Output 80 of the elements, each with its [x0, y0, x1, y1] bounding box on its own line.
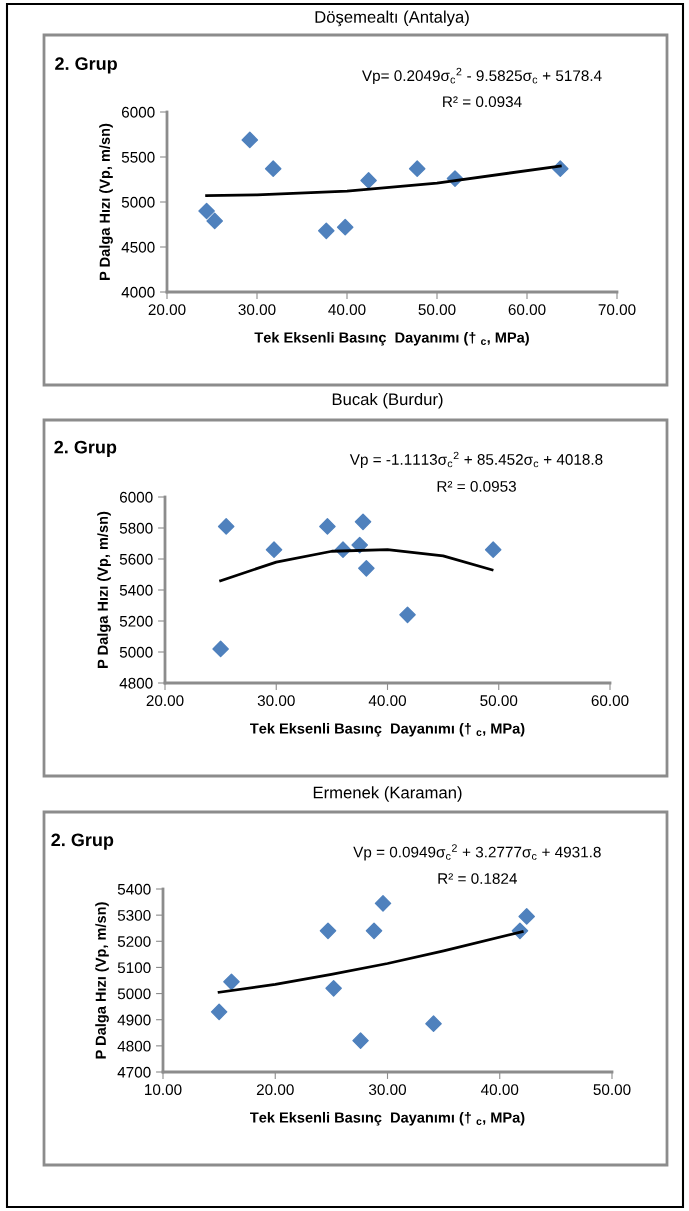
point [358, 559, 375, 577]
point [352, 1032, 369, 1049]
text: 2. Grup [51, 833, 114, 850]
point [365, 922, 383, 940]
point [223, 973, 240, 991]
x-tick-label: 50.00 [593, 1084, 631, 1096]
text: Vp = -1.1113σ$_{c}$$^{2}$ + 85.452σ$_{c}$ + 4018.8 [349, 451, 603, 468]
point [265, 541, 283, 559]
point [319, 518, 336, 535]
y-axis-title: P Dalga Hızı (Vp, m/sn) [99, 123, 113, 280]
chart-title: Ermenek (Karaman) [313, 786, 462, 802]
point [198, 202, 215, 220]
chart-title: Döşemealtı (Antalya) [315, 10, 469, 27]
point [354, 513, 372, 531]
x-tick-label: 20.00 [256, 1084, 294, 1096]
y-tick-label: 5300 [117, 910, 151, 921]
y-tick-label: 4800 [119, 677, 153, 689]
point [210, 1003, 228, 1021]
y-tick-label: 6000 [119, 491, 153, 503]
y-tick-label: 4900 [117, 1014, 151, 1026]
x-tick-label: 10.00 [145, 1084, 182, 1096]
x-axis-title: Tek Eksenli Basınç Dayanımı († $_{c}$, MPa) [254, 331, 529, 346]
y-tick-label: 5600 [119, 553, 153, 565]
y-tick-label: 5100 [117, 962, 151, 974]
text: R² = 0.0934 [443, 96, 522, 108]
y-tick-label: 4800 [117, 1040, 151, 1052]
y-tick-label: 5000 [121, 196, 155, 208]
line-series [219, 548, 494, 583]
point [518, 908, 535, 925]
point [319, 922, 337, 940]
y-tick-label: 5000 [117, 988, 151, 1000]
x-tick-label: 20.00 [146, 695, 184, 707]
text: Vp = 0.0949σ$_{c}$$^{2}$ + 3.2777σ$_{c}$ + 4931.8 [353, 844, 601, 861]
text: 2. Grup [54, 440, 117, 458]
text: 2. Grup [55, 57, 117, 74]
y-tick-label: 6000 [121, 106, 155, 118]
x-tick-label: 50.00 [480, 695, 518, 707]
point [408, 160, 426, 178]
x-tick-label: 60.00 [508, 304, 546, 316]
y-tick-label: 5400 [119, 584, 153, 596]
text: Vp= 0.2049σ$_{c}$$^{2}$ - 9.5825σ$_{c}$ + 5178.4 [361, 67, 602, 85]
point [399, 606, 416, 624]
x-tick-label: 30.00 [257, 695, 295, 707]
point [374, 895, 392, 912]
y-tick-label: 4000 [121, 286, 155, 298]
x-tick-label: 40.00 [480, 1084, 519, 1096]
y-axis-title: P Dalga Hızı (Vp, m/sn) [95, 902, 109, 1059]
x-tick-label: 40.00 [368, 695, 407, 707]
y-tick-label: 5800 [119, 522, 153, 534]
x-tick-label: 50.00 [418, 304, 456, 316]
point [325, 980, 342, 997]
x-tick-label: 20.00 [148, 304, 186, 316]
y-tick-label: 4700 [117, 1066, 151, 1078]
point [241, 131, 259, 149]
x-tick-label: 60.00 [591, 695, 629, 707]
y-tick-label: 5000 [119, 646, 153, 658]
y-tick-label: 5500 [121, 151, 155, 163]
y-tick-label: 5400 [117, 883, 151, 895]
point [360, 172, 377, 189]
point [217, 518, 235, 535]
y-axis-title: P Dalga Hızı (Vp, m/sn) [97, 511, 111, 668]
point [336, 218, 354, 236]
y-tick-label: 5200 [119, 615, 153, 627]
text: R² = 0.1824 [438, 873, 517, 884]
chart-title: Bucak (Burdur) [332, 392, 443, 409]
text: R² = 0.0953 [437, 480, 516, 492]
point [264, 160, 282, 178]
x-tick-label: 40.00 [328, 304, 366, 316]
x-axis-title: Tek Eksenli Basınç Dayanımı († $_{c}$, MPa) [250, 1111, 525, 1126]
point [317, 222, 335, 240]
y-tick-label: 5200 [117, 936, 151, 947]
point [212, 640, 229, 658]
x-axis-title: Tek Eksenli Basınç Dayanımı († $_{c}$, MPa) [250, 722, 525, 737]
point [206, 212, 224, 230]
y-tick-label: 4500 [121, 241, 155, 253]
x-tick-label: 30.00 [238, 304, 276, 316]
point [425, 1015, 442, 1032]
point [484, 541, 502, 559]
x-tick-label: 70.00 [598, 304, 636, 316]
x-tick-label: 30.00 [368, 1084, 407, 1096]
